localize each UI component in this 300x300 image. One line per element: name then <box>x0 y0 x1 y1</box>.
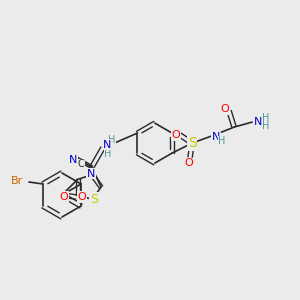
Text: O: O <box>185 158 194 168</box>
Text: C: C <box>78 159 85 169</box>
Text: H: H <box>262 121 270 131</box>
Text: O: O <box>221 104 230 114</box>
Text: O: O <box>172 130 181 140</box>
Text: H: H <box>104 149 112 159</box>
Text: O: O <box>78 192 86 202</box>
Text: H: H <box>262 113 270 123</box>
Text: H: H <box>218 136 226 146</box>
Text: H: H <box>108 135 116 145</box>
Text: S: S <box>90 193 98 206</box>
Text: N: N <box>103 140 111 150</box>
Text: Br: Br <box>11 176 23 186</box>
Text: O: O <box>60 192 68 202</box>
Text: N: N <box>254 117 262 127</box>
Text: N: N <box>87 169 95 179</box>
Text: N: N <box>212 132 220 142</box>
Text: N: N <box>69 155 77 165</box>
Text: S: S <box>188 136 197 150</box>
